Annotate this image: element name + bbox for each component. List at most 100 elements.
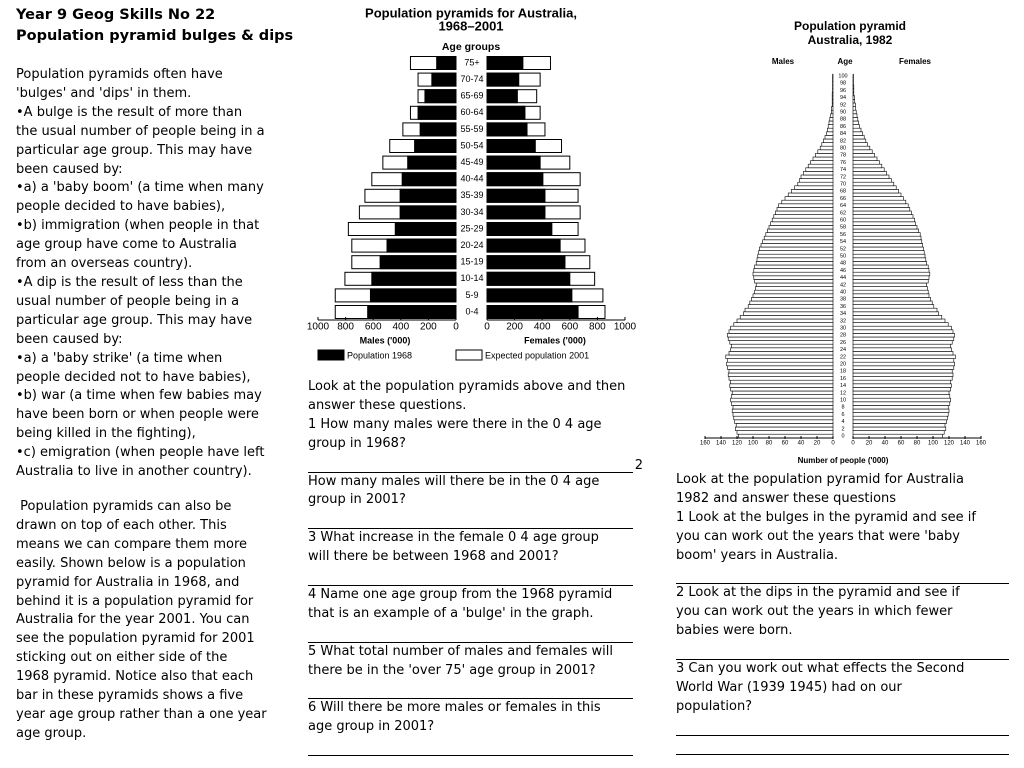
questions: Look at the population pyramid for Austr… <box>676 471 1011 755</box>
age-label: 100 <box>838 73 847 79</box>
age-label: 58 <box>840 225 846 231</box>
x-tick-label: 140 <box>960 441 971 447</box>
age-label: 36 <box>840 304 846 310</box>
bar <box>823 138 834 143</box>
bar <box>747 304 834 309</box>
age-label: 76 <box>840 160 846 166</box>
bar <box>817 149 834 154</box>
age-label: 42 <box>840 282 846 288</box>
bar <box>852 336 955 341</box>
bar <box>852 225 918 230</box>
bar <box>852 138 867 143</box>
bar <box>767 228 834 233</box>
age-label: 75+ <box>464 57 479 67</box>
text-line: see the population pyramid for 2001 <box>16 631 255 647</box>
bar <box>852 351 954 356</box>
age-label: 94 <box>840 95 846 101</box>
text-line: bar in these pyramids shows a five <box>16 688 244 704</box>
bar <box>852 286 928 291</box>
bar <box>731 343 834 349</box>
bar <box>852 199 907 205</box>
bar <box>735 426 834 431</box>
bar <box>852 210 912 215</box>
x-tick-label: 400 <box>534 322 551 333</box>
axis-label: Number of people ('000) <box>798 456 889 465</box>
bar <box>831 106 834 111</box>
text-line: sticking out on either side of the <box>16 650 228 666</box>
bar <box>486 89 518 104</box>
bar <box>486 172 544 187</box>
x-tick-label: 40 <box>798 441 805 447</box>
x-tick-label: 20 <box>814 441 821 447</box>
bar <box>486 288 573 303</box>
bar <box>728 351 834 356</box>
age-label: 20 <box>840 361 846 367</box>
text-line: •A dip is the result of less than the <box>16 274 243 290</box>
answer-note: 2 <box>634 457 643 473</box>
bar <box>770 221 834 226</box>
answer-line <box>308 680 633 700</box>
bar <box>852 113 858 118</box>
bar <box>730 387 834 392</box>
bar <box>852 271 931 277</box>
bar <box>852 408 950 413</box>
bar <box>852 153 875 158</box>
legend-swatch <box>455 349 483 361</box>
bar <box>821 142 834 147</box>
x-tick-label: 800 <box>337 322 354 333</box>
age-label: 66 <box>840 196 846 202</box>
bar <box>852 239 923 244</box>
bar <box>852 365 955 370</box>
bar <box>401 172 457 187</box>
text-line: particular age group. This may have <box>16 142 253 158</box>
chart-title: 1968–2001 <box>438 18 503 33</box>
text-line: easily. Shown below is a population <box>16 555 246 571</box>
age-label: 14 <box>840 383 846 389</box>
bar <box>852 214 914 219</box>
text-line: Look at the population pyramid for Austr… <box>676 472 964 487</box>
bar <box>754 279 834 284</box>
age-label: 18 <box>840 369 846 375</box>
answer-line <box>308 567 633 586</box>
bar <box>778 203 834 208</box>
question-line: you can work out the years in which fewe… <box>676 604 953 620</box>
bar <box>852 91 855 97</box>
bar <box>852 369 953 374</box>
age-label: 8 <box>841 405 844 411</box>
age-label: 65-69 <box>460 91 483 101</box>
age-label: 50 <box>840 253 846 259</box>
bar <box>754 289 834 295</box>
bar <box>852 232 921 237</box>
bar <box>831 109 834 115</box>
bar <box>752 293 834 298</box>
bar <box>852 419 947 424</box>
x-tick-label: 160 <box>700 441 711 447</box>
x-tick-label: 120 <box>944 441 955 447</box>
bar <box>734 419 834 424</box>
intro-text: Population pyramids often have 'bulges' a… <box>16 66 306 482</box>
age-label: 6 <box>841 412 844 418</box>
question-line: 1 How many males were there in the 0 4 a… <box>308 416 602 432</box>
bar <box>852 268 930 273</box>
x-tick-label: 20 <box>866 441 873 447</box>
age-label: 84 <box>840 131 846 137</box>
age-label: 22 <box>840 354 846 360</box>
bar <box>829 117 834 122</box>
age-label: 40 <box>840 289 846 295</box>
bar <box>852 304 935 309</box>
age-label: 15-19 <box>460 257 483 267</box>
bar <box>736 430 834 435</box>
chart-title: Population pyramids for Australia, <box>365 5 577 20</box>
text-line: Australia to live in another country). <box>16 464 252 480</box>
age-label: 24 <box>840 347 846 353</box>
question-line: 1 Look at the bulges in the pyramid and … <box>676 509 976 525</box>
age-label: 96 <box>840 88 846 94</box>
bar <box>852 311 939 316</box>
text-line: behind it is a population pyramid for <box>16 593 254 609</box>
bar <box>852 433 943 439</box>
bar <box>728 329 834 334</box>
bar <box>831 102 834 107</box>
bar <box>852 387 951 392</box>
text-line: people decided not to have babies), <box>16 369 251 385</box>
bar <box>763 235 834 241</box>
